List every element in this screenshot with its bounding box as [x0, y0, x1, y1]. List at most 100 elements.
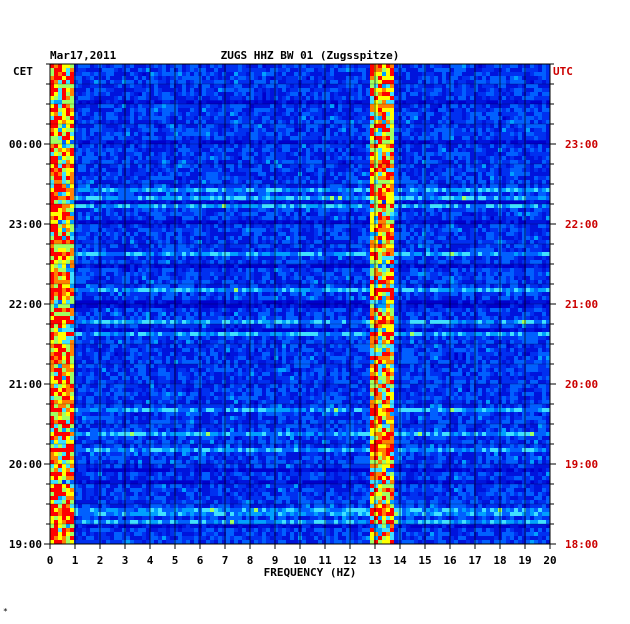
heatmap-cell — [150, 144, 155, 149]
heatmap-cell — [62, 116, 67, 121]
heatmap-cell — [366, 92, 371, 97]
heatmap-cell — [150, 184, 155, 189]
heatmap-cell — [250, 120, 255, 125]
heatmap-cell — [246, 84, 251, 89]
heatmap-cell — [474, 104, 479, 109]
heatmap-cell — [302, 140, 307, 145]
heatmap-cell — [314, 72, 319, 77]
heatmap-cell — [282, 196, 287, 201]
heatmap-cell — [410, 220, 415, 225]
heatmap-cell — [186, 172, 191, 177]
heatmap-cell — [386, 144, 391, 149]
heatmap-cell — [86, 220, 91, 225]
heatmap-cell — [238, 216, 243, 221]
heatmap-cell — [114, 96, 119, 101]
heatmap-cell — [522, 184, 527, 189]
heatmap-cell — [58, 80, 63, 85]
heatmap-cell — [446, 64, 451, 69]
heatmap-cell — [190, 136, 195, 141]
heatmap-cell — [354, 228, 359, 233]
heatmap-cell — [122, 88, 127, 93]
heatmap-cell — [78, 84, 83, 89]
heatmap-cell — [326, 216, 331, 221]
heatmap-cell — [510, 156, 515, 161]
heatmap-cell — [474, 224, 479, 229]
heatmap-cell — [234, 76, 239, 81]
heatmap-cell — [538, 76, 543, 81]
heatmap-cell — [514, 220, 519, 225]
heatmap-cell — [86, 188, 91, 193]
heatmap-cell — [322, 72, 327, 77]
heatmap-cell — [482, 168, 487, 173]
heatmap-cell — [54, 96, 59, 101]
heatmap-cell — [494, 172, 499, 177]
heatmap-cell — [50, 108, 55, 113]
heatmap-cell — [530, 200, 535, 205]
heatmap-cell — [82, 164, 87, 169]
heatmap-cell — [366, 152, 371, 157]
heatmap-cell — [518, 160, 523, 165]
heatmap-cell — [90, 156, 95, 161]
heatmap-cell — [90, 204, 95, 209]
heatmap-cell — [462, 84, 467, 89]
heatmap-cell — [354, 196, 359, 201]
heatmap-cell — [358, 64, 363, 69]
heatmap-cell — [434, 228, 439, 233]
heatmap-cell — [150, 208, 155, 213]
heatmap-cell — [382, 100, 387, 105]
heatmap-cell — [50, 208, 55, 213]
heatmap-cell — [206, 180, 211, 185]
heatmap-cell — [510, 228, 515, 233]
heatmap-cell — [278, 84, 283, 89]
heatmap-cell — [142, 128, 147, 133]
heatmap-cell — [514, 204, 519, 209]
heatmap-cell — [202, 176, 207, 181]
heatmap-cell — [238, 208, 243, 213]
heatmap-cell — [158, 220, 163, 225]
heatmap-cell — [106, 156, 111, 161]
heatmap-cell — [542, 76, 547, 81]
heatmap-cell — [226, 152, 231, 157]
heatmap-cell — [510, 96, 515, 101]
heatmap-cell — [546, 144, 551, 149]
heatmap-cell — [430, 204, 435, 209]
heatmap-cell — [542, 112, 547, 117]
heatmap-cell — [174, 96, 179, 101]
heatmap-cell — [62, 180, 67, 185]
heatmap-cell — [150, 92, 155, 97]
heatmap-cell — [210, 112, 215, 117]
heatmap-cell — [318, 212, 323, 217]
heatmap-cell — [62, 100, 67, 105]
heatmap-cell — [170, 124, 175, 129]
heatmap-cell — [350, 80, 355, 85]
heatmap-cell — [534, 144, 539, 149]
heatmap-cell — [346, 140, 351, 145]
heatmap-cell — [146, 96, 151, 101]
heatmap-cell — [114, 108, 119, 113]
heatmap-cell — [358, 212, 363, 217]
heatmap-cell — [302, 160, 307, 165]
heatmap-cell — [274, 172, 279, 177]
heatmap-cell — [458, 228, 463, 233]
heatmap-cell — [446, 148, 451, 153]
heatmap-cell — [466, 176, 471, 181]
heatmap-cell — [310, 72, 315, 77]
heatmap-cell — [370, 160, 375, 165]
heatmap-cell — [222, 152, 227, 157]
heatmap-cell — [470, 172, 475, 177]
heatmap-cell — [286, 212, 291, 217]
heatmap-cell — [238, 116, 243, 121]
heatmap-cell — [118, 128, 123, 133]
heatmap-cell — [258, 152, 263, 157]
heatmap-cell — [470, 204, 475, 209]
heatmap-cell — [454, 140, 459, 145]
heatmap-cell — [218, 228, 223, 233]
heatmap-cell — [218, 72, 223, 77]
heatmap-cell — [282, 160, 287, 165]
heatmap-cell — [114, 212, 119, 217]
heatmap-cell — [486, 92, 491, 97]
heatmap-cell — [514, 116, 519, 121]
heatmap-cell — [390, 188, 395, 193]
heatmap-cell — [226, 208, 231, 213]
heatmap-cell — [394, 76, 399, 81]
